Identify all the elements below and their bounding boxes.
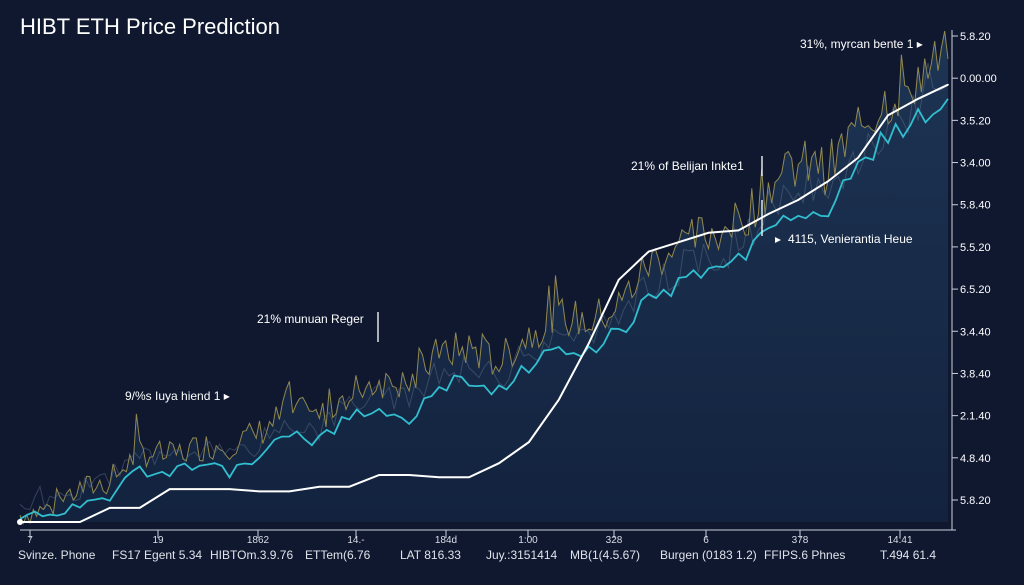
- x-tick-bottom-label: Svinze. Phone: [18, 548, 96, 562]
- trend-point: [228, 488, 231, 490]
- trend-point: [797, 199, 800, 201]
- trend-point: [767, 213, 770, 215]
- annotation-label: 4115, Venierantia Heue: [788, 232, 913, 246]
- x-tick-top-label: 378: [792, 535, 809, 546]
- y-tick-label: 2.1.40: [960, 411, 991, 423]
- annotation-label: 9/%s Iuya hiend 1 ▸: [125, 389, 230, 403]
- trend-point: [947, 83, 949, 86]
- trend-point: [617, 279, 620, 281]
- trend-point: [198, 488, 201, 490]
- trend-point: [707, 232, 710, 234]
- trend-point: [168, 488, 171, 490]
- annotation-arrow-icon: [775, 237, 781, 243]
- y-tick-label: 3.4.40: [960, 326, 991, 338]
- trend-point: [438, 476, 440, 479]
- trend-point: [378, 474, 381, 476]
- chart-title: HIBT ETH Price Prediction: [20, 14, 280, 39]
- x-tick-bottom-label: HIBTOm.3.9.76: [210, 548, 293, 562]
- x-tick-top-label: 6: [703, 535, 709, 546]
- trend-point: [558, 398, 560, 401]
- trend-point: [348, 485, 351, 488]
- y-tick-label: 5.8.20: [960, 31, 991, 43]
- y-tick-label: 0.00.00: [960, 73, 997, 85]
- trend-point: [677, 241, 680, 244]
- trend-point: [917, 97, 919, 100]
- x-tick-bottom-label: FS17 Egent 5.34: [112, 548, 202, 562]
- x-tick-bottom-label: FFIPS.6 Phnes: [764, 548, 845, 562]
- trend-point: [587, 342, 590, 345]
- trend-point: [498, 462, 500, 465]
- trend-point: [887, 114, 889, 117]
- y-tick-label: 5.8.20: [960, 495, 991, 507]
- y-tick-label: 5.8.40: [960, 200, 991, 212]
- y-tick-label: 6.5.20: [960, 284, 991, 296]
- x-tick-top-label: 1:00: [518, 535, 538, 546]
- annotation-label: 21% munuan Reger: [257, 312, 364, 326]
- series-smoothed-line: [19, 98, 949, 520]
- series-trend-line: [20, 83, 949, 523]
- y-tick-label: 3.8.40: [960, 368, 991, 380]
- x-tick-bottom-label: LAT 816.33: [400, 548, 461, 562]
- x-tick-bottom-label: Burgen (0183 1.2): [660, 548, 757, 562]
- trend-point: [138, 507, 141, 509]
- x-tick-top-label: 328: [606, 535, 623, 546]
- trend-point: [857, 156, 859, 159]
- x-tick-top-label: 7: [27, 535, 33, 546]
- trend-point: [109, 507, 111, 509]
- price-area: [20, 31, 948, 524]
- trend-point: [19, 521, 21, 523]
- x-tick-top-label: 184d: [435, 535, 457, 546]
- trend-point: [827, 180, 830, 182]
- x-tick-bottom-label: MB(1(4.5.67): [570, 548, 640, 562]
- y-tick-label: 4.8.40: [960, 453, 991, 465]
- trend-point: [318, 485, 321, 488]
- trend-point: [79, 521, 81, 523]
- y-tick-label: 3.5.20: [960, 115, 991, 127]
- x-tick-bottom-label: ETTem(6.76: [305, 548, 371, 562]
- trend-point: [737, 229, 740, 232]
- series-shadow-line: [19, 62, 949, 510]
- x-tick-bottom-label: T.494 61.4: [880, 548, 936, 562]
- trend-point: [408, 474, 410, 476]
- x-tick-top-label: 14:41: [887, 535, 912, 546]
- y-tick-label: 3.4.00: [960, 158, 991, 170]
- annotation-label: 21% of Belijan Inkte1: [631, 159, 744, 173]
- x-tick-top-label: 19: [152, 535, 164, 546]
- y-tick-label: 5.5.20: [960, 242, 991, 254]
- trend-point: [468, 476, 470, 479]
- trend-point: [288, 490, 291, 493]
- trend-point: [49, 521, 51, 523]
- annotation-label: 31%, myrcan bente 1 ▸: [800, 37, 923, 51]
- trend-point: [258, 490, 261, 493]
- trend-point: [647, 250, 650, 253]
- x-tick-bottom-label: Juy.:3151414: [486, 548, 557, 562]
- x-tick-top-label: 14.-: [347, 535, 364, 546]
- trend-point: [528, 441, 530, 443]
- x-tick-top-label: 1862: [247, 535, 270, 546]
